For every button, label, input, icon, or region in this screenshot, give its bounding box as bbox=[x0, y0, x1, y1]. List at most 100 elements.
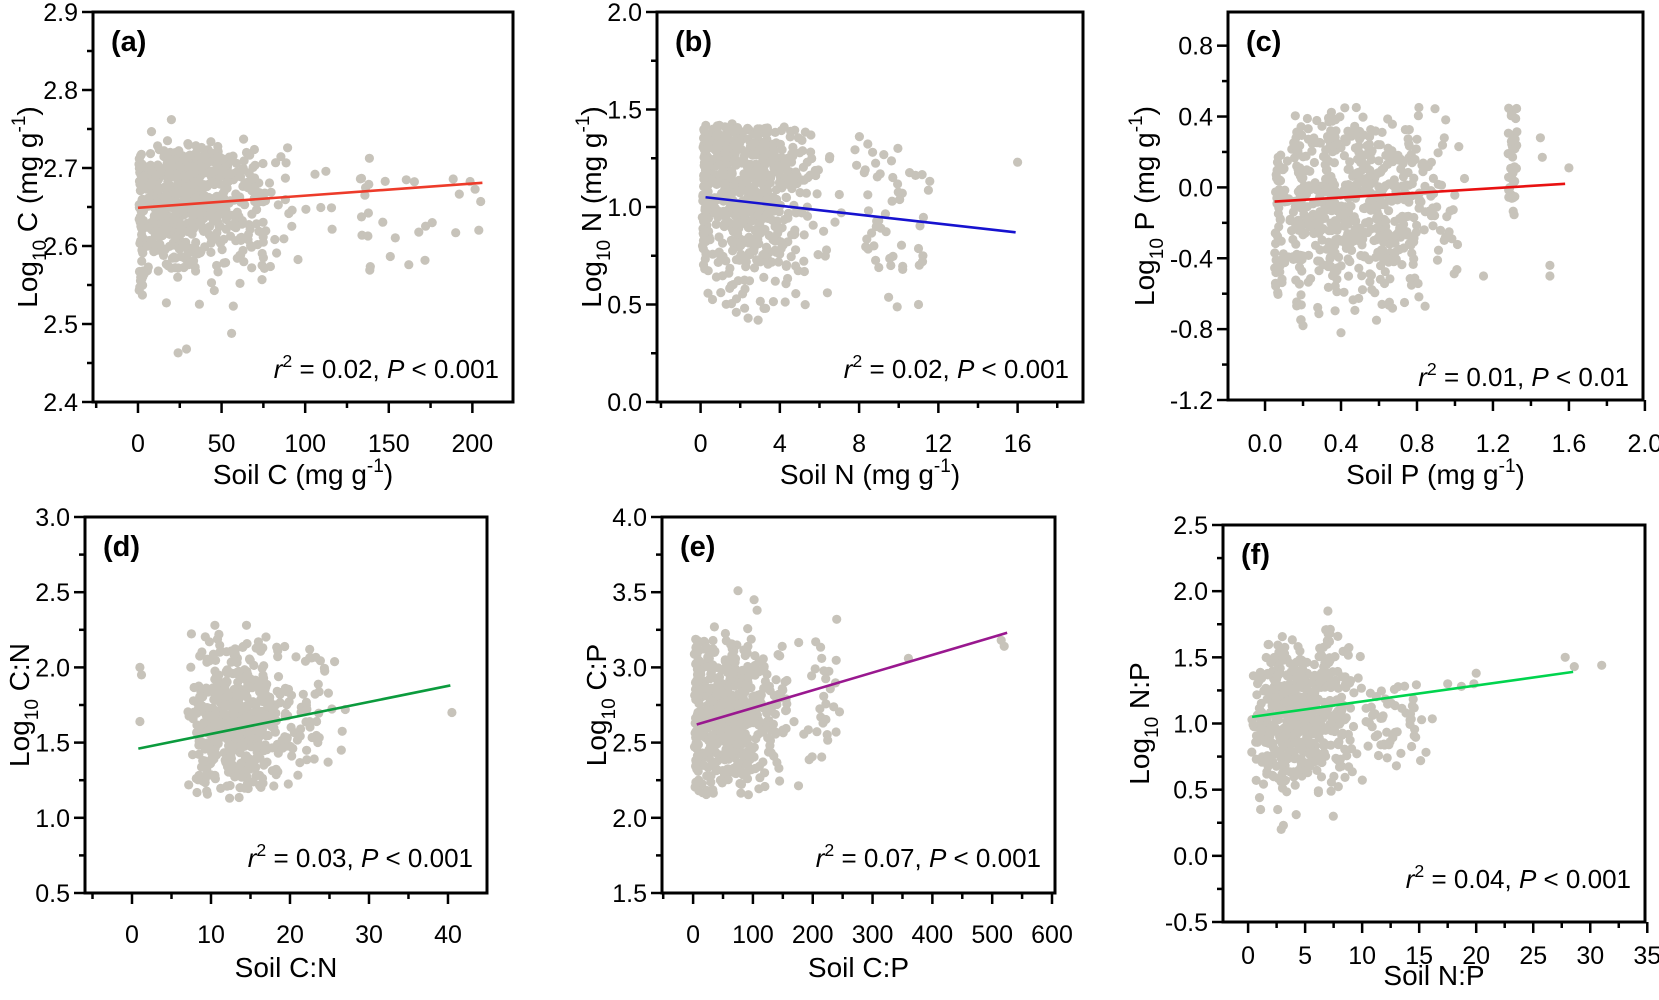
panel-e-xtick-400: 400 bbox=[912, 921, 954, 949]
panel-a-ytick-2.8: 2.8 bbox=[43, 77, 78, 105]
panel-f-ytick-0.5: 0.5 bbox=[1173, 777, 1208, 805]
panel-e-xtick-0: 0 bbox=[686, 921, 700, 949]
panel-b-xtick-12: 12 bbox=[924, 430, 952, 458]
panel-f-ytick-0.0: 0.0 bbox=[1173, 843, 1208, 871]
panel-e-xtick-100: 100 bbox=[732, 921, 774, 949]
panel-f-xtick-10: 10 bbox=[1348, 942, 1376, 970]
panel-e-ytick-4.0: 4.0 bbox=[612, 504, 647, 532]
panel-a-ytick-2.5: 2.5 bbox=[43, 311, 78, 339]
panel-e-xtick-600: 600 bbox=[1031, 921, 1073, 949]
panel-b-tick-labels: 0 4 8 12 16 0.0 0.5 1.0 1.5 2.0 bbox=[607, 0, 1031, 458]
panel-b-x-axis-title: Soil N (mg g-1) bbox=[780, 456, 960, 490]
panel-c-trend-line bbox=[1274, 182, 1566, 203]
panel-a-y-axis-title: Log10 C (mg g-1) bbox=[9, 106, 51, 308]
panel-f-xtick-15: 15 bbox=[1405, 942, 1433, 970]
panel-e-xtick-300: 300 bbox=[852, 921, 894, 949]
panel-c-stats-annotation: r2 = 0.01, P < 0.01 bbox=[1418, 359, 1629, 392]
panel-e-trend-line bbox=[696, 631, 1008, 726]
panel-a-x-axis-title: Soil C (mg g-1) bbox=[213, 456, 393, 490]
panel-f-x-axis-title: Soil N:P bbox=[1383, 960, 1484, 991]
panel-e-stats-annotation: r2 = 0.07, P < 0.001 bbox=[816, 840, 1041, 873]
panel-e-xtick-500: 500 bbox=[971, 921, 1013, 949]
panel-b-ytick-1.0: 1.0 bbox=[607, 194, 642, 222]
panel-a-xtick-150: 150 bbox=[368, 430, 410, 458]
panel-d-ytick-0.5: 0.5 bbox=[35, 880, 70, 908]
panel-d-stats-annotation: r2 = 0.03, P < 0.001 bbox=[248, 840, 473, 873]
panel-f-xtick-20: 20 bbox=[1462, 942, 1490, 970]
panel-e-ticks bbox=[651, 515, 1054, 904]
panel-c-ticks bbox=[1217, 44, 1647, 411]
panel-f-ytick-2.0: 2.0 bbox=[1173, 578, 1208, 606]
panel-c-ytick-0.0: 0.0 bbox=[1178, 174, 1213, 202]
panel-e-x-axis-title: Soil C:P bbox=[808, 952, 909, 983]
panel-d-xtick-40: 40 bbox=[434, 921, 462, 949]
panel-c-xtick-2.0: 2.0 bbox=[1628, 430, 1659, 458]
panel-a-ytick-2.7: 2.7 bbox=[43, 155, 78, 183]
panel-d-y-axis-title: Log10 C:N bbox=[4, 643, 43, 767]
panel-e-ytick-1.5: 1.5 bbox=[612, 880, 647, 908]
panel-c-xtick-0.8: 0.8 bbox=[1400, 430, 1435, 458]
panel-d: 0 10 20 30 40 0.5 1.0 1.5 2.0 2.5 3.0 Soil C:N Log10… bbox=[4, 504, 489, 983]
panel-d-x-axis-title: Soil C:N bbox=[235, 952, 338, 983]
panel-d-ytick-1.0: 1.0 bbox=[35, 805, 70, 833]
panel-d-xtick-30: 30 bbox=[355, 921, 383, 949]
panel-c-xtick-1.6: 1.6 bbox=[1552, 430, 1587, 458]
panel-a-xtick-0: 0 bbox=[131, 430, 145, 458]
panel-b-ytick-1.5: 1.5 bbox=[607, 97, 642, 125]
panel-b-ytick-0.5: 0.5 bbox=[607, 292, 642, 320]
panel-e-tick-labels: 0 100 200 300 400 500 600 1.5 2.0 2.5 3.0 3.5 4.0 bbox=[612, 504, 1073, 949]
panel-f-xtick-5: 5 bbox=[1298, 942, 1312, 970]
panel-f-xtick-25: 25 bbox=[1519, 942, 1547, 970]
panel-d-ytick-3.0: 3.0 bbox=[35, 504, 70, 532]
panel-f: 0 5 10 15 20 25 30 35 -0.5 0.0 0.5 1.0 1.5 2.0 2.5 Soil… bbox=[1124, 512, 1659, 991]
panel-d-xtick-10: 10 bbox=[197, 921, 225, 949]
panel-a-stats-annotation: r2 = 0.02, P < 0.001 bbox=[274, 351, 499, 384]
panel-c-xtick-0.4: 0.4 bbox=[1324, 430, 1359, 458]
panel-c-tick-labels: 0.0 0.4 0.8 1.2 1.6 2.0 -1.2 -0.8 -0.4 0.0 0.4 0.8 bbox=[1170, 33, 1659, 458]
panel-e: 0 100 200 300 400 500 600 1.5 2.0 2.5 3.0 3.5 4.0 Soi… bbox=[581, 504, 1073, 983]
panel-d-xtick-20: 20 bbox=[276, 921, 304, 949]
panel-a-letter: (a) bbox=[111, 26, 147, 58]
panel-e-ytick-2.5: 2.5 bbox=[612, 730, 647, 758]
panel-e-letter: (e) bbox=[680, 531, 716, 563]
panel-a-ytick-2.6: 2.6 bbox=[43, 233, 78, 261]
panel-f-xtick-35: 35 bbox=[1633, 942, 1659, 970]
panel-c-ytick--1.2: -1.2 bbox=[1170, 387, 1213, 415]
panel-b-xtick-0: 0 bbox=[694, 430, 708, 458]
panel-b-xtick-16: 16 bbox=[1004, 430, 1032, 458]
panel-b-y-axis-title: Log10 N (mg g-1) bbox=[573, 106, 615, 308]
panel-f-ytick-1.5: 1.5 bbox=[1173, 644, 1208, 672]
panel-d-ytick-2.0: 2.0 bbox=[35, 654, 70, 682]
panel-e-xtick-200: 200 bbox=[792, 921, 834, 949]
panel-c-ytick-0.8: 0.8 bbox=[1178, 33, 1213, 61]
panel-f-points bbox=[1247, 606, 1607, 835]
panel-a-xtick-200: 200 bbox=[452, 430, 494, 458]
panel-c-ytick-0.4: 0.4 bbox=[1178, 104, 1213, 132]
panel-a-ytick-2.4: 2.4 bbox=[43, 389, 78, 417]
panel-f-xtick-0: 0 bbox=[1241, 942, 1255, 970]
panel-a-ytick-2.9: 2.9 bbox=[43, 0, 78, 27]
panel-c-y-axis-title: Log10 P (mg g-1) bbox=[1126, 106, 1168, 306]
panel-d-ytick-1.5: 1.5 bbox=[35, 730, 70, 758]
panel-d-xtick-0: 0 bbox=[125, 921, 139, 949]
panel-d-trend-line bbox=[138, 684, 451, 750]
panel-f-ticks bbox=[1212, 523, 1649, 933]
panel-b-ytick-2.0: 2.0 bbox=[607, 0, 642, 27]
panel-b-stats-annotation: r2 = 0.02, P < 0.001 bbox=[844, 351, 1069, 384]
panel-b-letter: (b) bbox=[675, 26, 713, 58]
panel-a-tick-labels: 0 50 100 150 200 2.4 2.5 2.6 2.7 2.8 2.9 bbox=[43, 0, 493, 458]
panel-a: 0 50 100 150 200 2.4 2.5 2.6 2.7 2.8 2.9 Soil C (mg… bbox=[9, 0, 515, 490]
panel-e-ytick-3.0: 3.0 bbox=[612, 654, 647, 682]
panel-f-ytick-1.0: 1.0 bbox=[1173, 711, 1208, 739]
panel-a-xtick-50: 50 bbox=[208, 430, 236, 458]
panel-c-letter: (c) bbox=[1246, 26, 1282, 58]
panel-c: 0.0 0.4 0.8 1.2 1.6 2.0-1.2-0.8-0.40.00.40.8S… bbox=[1126, 10, 1659, 490]
panel-c-ytick--0.4: -0.4 bbox=[1170, 245, 1213, 273]
panel-a-ticks bbox=[82, 10, 474, 413]
panel-f-y-axis-title: Log10 N:P bbox=[1124, 662, 1163, 784]
panel-b-xtick-8: 8 bbox=[852, 430, 866, 458]
panel-b-ticks bbox=[646, 10, 1059, 413]
panel-e-y-axis-title: Log10 C:P bbox=[581, 644, 620, 766]
panel-c-xtick-1.2: 1.2 bbox=[1476, 430, 1511, 458]
